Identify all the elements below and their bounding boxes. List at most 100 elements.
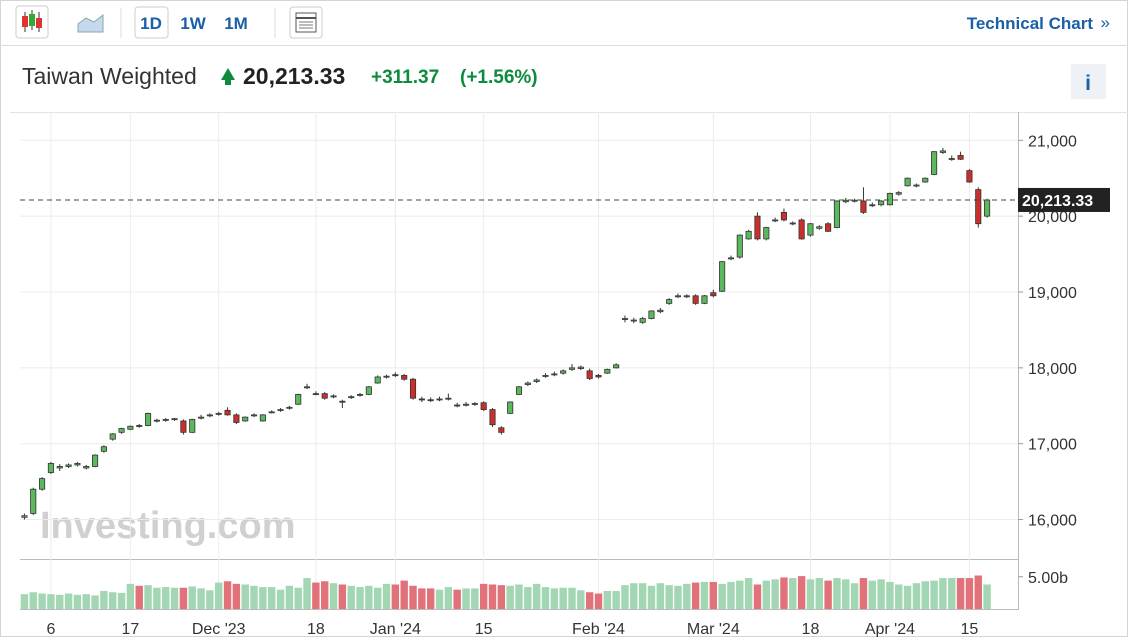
volume-bar [426, 588, 435, 609]
candle-body [674, 295, 682, 298]
candle-icon[interactable] [15, 5, 49, 39]
candle-body [833, 200, 840, 228]
candle-body [745, 230, 752, 240]
interval-button[interactable]: 1M [224, 14, 248, 33]
candle-body [489, 409, 496, 426]
volume-bar [780, 577, 788, 609]
volume-bar [956, 578, 965, 609]
volume-bar [594, 593, 603, 609]
candle-body [286, 406, 293, 409]
volume-bar [347, 585, 355, 609]
candle-body [798, 219, 805, 240]
candle-body [922, 177, 929, 183]
candle-body [56, 466, 63, 469]
marks: 6 17 Dec '23 18 Jan '24 15 Feb '24 Mar '24 18 Apr… [20, 112, 1110, 637]
candle-body [957, 155, 964, 160]
volume-bar [73, 594, 82, 609]
candle-body [65, 464, 72, 467]
candle-body [789, 222, 796, 225]
candle-body [480, 402, 487, 410]
candle-body [409, 378, 417, 399]
interval-button[interactable]: 1D [140, 14, 162, 33]
y-tick-label: 20,000 [1028, 209, 1077, 226]
volume-bar [497, 585, 506, 609]
candle-body [754, 215, 761, 240]
candle-body [462, 403, 470, 406]
candle-body [507, 401, 514, 414]
volume-bar [329, 583, 338, 609]
volume-bar [391, 584, 400, 609]
y-tick-label: 16,000 [1028, 513, 1077, 530]
candle-body [515, 386, 523, 395]
candle-body [339, 400, 346, 403]
volume-tick-label: 5.00b [1028, 570, 1068, 587]
candle-body [418, 398, 425, 401]
volume-bar [824, 580, 832, 609]
x-tick-label: 6 [46, 621, 55, 637]
volume-bar [762, 580, 771, 609]
volume-bar [479, 583, 488, 609]
x-tick-label: Jan '24 [370, 621, 421, 637]
candle-body [118, 428, 125, 433]
table-icon[interactable] [289, 6, 323, 39]
candle-body [639, 318, 646, 323]
volume-bar [409, 585, 417, 609]
candle-body [189, 419, 196, 433]
candle-body [206, 414, 213, 417]
volume-bar [842, 579, 850, 609]
volume-bar [656, 583, 665, 609]
volume-bar [444, 587, 453, 609]
volume-bar [930, 580, 938, 609]
candle-body [295, 393, 302, 405]
selected-button[interactable] [134, 6, 169, 39]
volume-bar [700, 581, 709, 609]
candle-body [666, 299, 673, 304]
up-arrow [221, 68, 235, 85]
volume-bar [382, 583, 391, 609]
candle-body [330, 395, 337, 398]
candle-body [445, 397, 452, 400]
candle-body [895, 192, 902, 195]
candle-body [860, 200, 867, 213]
technical-chart-link[interactable]: Technical Chart [967, 14, 1094, 33]
volume-bar [215, 582, 223, 609]
volume-bar [753, 584, 762, 609]
candle-body [542, 375, 549, 377]
candle-body [692, 295, 699, 304]
candle-body [30, 488, 37, 514]
volume-bar [815, 578, 823, 609]
volume-bar [603, 590, 612, 609]
change: +311.37 [371, 67, 439, 88]
y-tick-label: 18,000 [1028, 361, 1077, 378]
candle-body [356, 393, 364, 396]
candle-body [772, 219, 779, 222]
candle-body [727, 257, 735, 260]
candle-body [74, 463, 81, 466]
volume-bar [153, 587, 161, 609]
chart-title: Taiwan Weighted [22, 63, 197, 89]
candle-body [948, 158, 955, 160]
area-icon[interactable] [77, 13, 104, 33]
volume-bar [691, 582, 700, 609]
watermark: Investing.com [40, 505, 296, 547]
volume-bar [471, 588, 479, 609]
volume-bar [303, 578, 311, 609]
volume-bar [948, 578, 956, 609]
volume-bar [621, 585, 629, 609]
chevron: » [1101, 13, 1110, 32]
volume-bar [674, 585, 682, 609]
volume-bar [727, 581, 735, 609]
candle-body [851, 199, 858, 202]
volume-bar [400, 580, 408, 609]
x-tick-label: Apr '24 [865, 621, 915, 637]
interval-button[interactable]: 1W [180, 14, 206, 33]
info-button[interactable] [1071, 64, 1106, 99]
volume-bar [100, 590, 108, 609]
candle-body [47, 463, 54, 473]
x-tick-label: 15 [961, 621, 979, 637]
volume-bar [320, 581, 329, 609]
x-tick-label: 15 [475, 621, 493, 637]
info-label[interactable]: i [1085, 72, 1091, 95]
